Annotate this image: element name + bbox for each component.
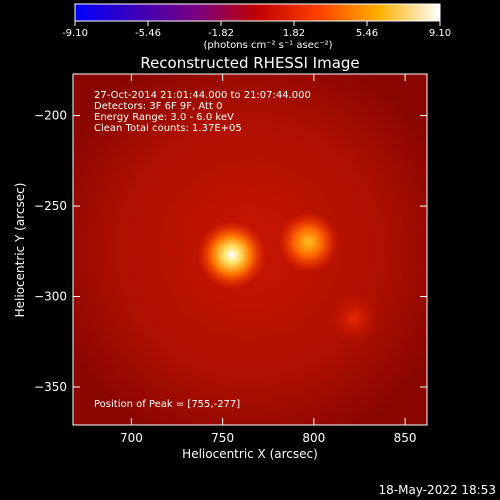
emission-source <box>328 292 381 345</box>
colorbar-tick-label: 1.82 <box>283 28 305 39</box>
colorbar-tick-label: -1.82 <box>208 28 234 39</box>
x-axis: 700 750 800 850 <box>120 74 417 445</box>
peak-position-label: Position of Peak = [755,-277] <box>94 399 240 410</box>
chart-title: Reconstructed RHESSI Image <box>140 54 359 72</box>
x-tick-label: 700 <box>120 431 143 445</box>
y-tick-label: −250 <box>34 199 67 213</box>
x-tick-label: 850 <box>394 431 417 445</box>
heatmap-image <box>73 74 427 425</box>
y-tick-label: −300 <box>34 290 67 304</box>
annotation-block: 27-Oct-2014 21:01:44.000 to 21:07:44.000… <box>94 90 311 134</box>
x-tick-label: 750 <box>211 431 234 445</box>
emission-source <box>278 212 339 273</box>
colorbar-tick-label: 9.10 <box>429 28 451 39</box>
timestamp: 18-May-2022 18:53 <box>379 483 496 497</box>
x-tick-label: 800 <box>302 431 325 445</box>
annotation-line: Clean Total counts: 1.37E+05 <box>94 123 242 134</box>
annotation-line: Detectors: 3F 6F 9F, Att 0 <box>94 101 222 112</box>
annotation-line: Energy Range: 3.0 - 6.0 keV <box>94 112 234 123</box>
emission-source <box>197 220 266 289</box>
colorbar-unit-label: (photons cm⁻² s⁻¹ asec⁻²) <box>203 40 332 51</box>
annotation-line: 27-Oct-2014 21:01:44.000 to 21:07:44.000 <box>94 90 311 101</box>
colorbar-tick-label: -9.10 <box>62 28 88 39</box>
x-axis-label: Heliocentric X (arcsec) <box>182 447 318 461</box>
colorbar-tick-label: 5.46 <box>356 28 378 39</box>
y-tick-label: −200 <box>34 109 67 123</box>
y-tick-label: −350 <box>34 380 67 394</box>
y-axis-label: Heliocentric Y (arcsec) <box>13 183 27 318</box>
colorbar-tick-label: -5.46 <box>135 28 161 39</box>
plot-frame <box>72 73 428 426</box>
y-axis: −200 −250 −300 −350 <box>34 109 427 394</box>
colorbar <box>74 3 441 22</box>
colorbar-ticks: -9.10 -5.46 -1.82 1.82 5.46 9.10 <box>62 21 451 39</box>
